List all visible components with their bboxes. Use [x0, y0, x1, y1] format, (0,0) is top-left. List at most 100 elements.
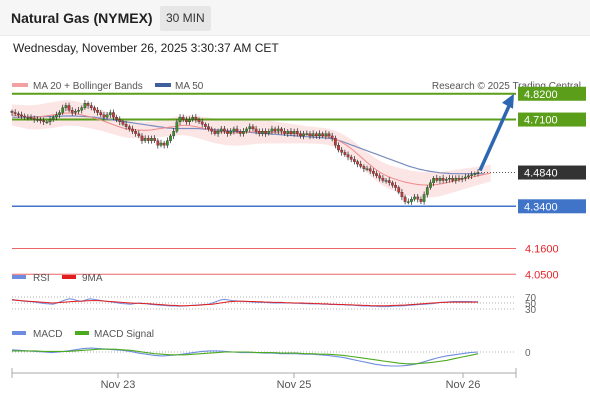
candle-body — [58, 112, 61, 116]
bollinger-band — [12, 100, 491, 198]
candle-body — [172, 131, 176, 137]
candle-body — [26, 117, 30, 119]
macd-panel: 0 — [11, 347, 531, 367]
candle-body — [194, 117, 198, 120]
candle-body — [45, 121, 49, 124]
candle-body — [36, 119, 39, 121]
candle-body — [115, 117, 118, 120]
candle-body — [55, 114, 58, 118]
candle-body — [333, 138, 337, 146]
candle-body — [118, 119, 122, 123]
candle-body — [165, 140, 169, 146]
candle-body — [264, 131, 267, 134]
level-label-1: 4.7100 — [524, 115, 558, 127]
candle-body — [314, 133, 318, 137]
candle-body — [330, 135, 334, 139]
candle-body — [210, 128, 214, 132]
candle-body — [289, 131, 293, 134]
candle-body — [74, 111, 77, 113]
candle-body — [146, 138, 150, 141]
candle-body — [476, 172, 480, 174]
candle-body — [238, 131, 242, 134]
candle-body — [185, 119, 188, 123]
candle-body — [229, 131, 233, 134]
level-label-0: 4.8200 — [524, 89, 558, 101]
candle-body — [324, 133, 328, 137]
rsi-level-label: 30 — [525, 305, 537, 316]
candle-body — [292, 131, 296, 134]
candle-body — [400, 192, 404, 198]
ma20-line — [11, 112, 491, 186]
timeframe-button[interactable]: 30 MIN — [160, 6, 211, 31]
level-tag-1 — [518, 112, 586, 127]
candle-body — [13, 112, 17, 114]
candle-body — [254, 128, 258, 132]
candle-body — [444, 179, 448, 181]
candle-body — [169, 135, 172, 141]
rsi-ma-line — [11, 299, 478, 307]
candle-body — [226, 131, 229, 134]
datetime-label: Wednesday, November 26, 2025 3:30:37 AM … — [13, 41, 279, 55]
candle-body — [353, 159, 356, 162]
candle-body — [375, 173, 378, 176]
candle-body — [140, 135, 144, 141]
rsi-level-label: 50 — [525, 299, 537, 310]
current-price-tag — [518, 165, 586, 180]
candle-body — [381, 178, 385, 181]
candle-body — [267, 131, 271, 134]
candle-body — [365, 168, 369, 170]
candle-body — [276, 128, 280, 132]
candle-body — [359, 163, 363, 167]
candle-body — [242, 131, 245, 134]
candle-body — [39, 119, 42, 121]
candle-body — [131, 128, 134, 132]
candle-body — [435, 178, 439, 181]
candle-body — [283, 131, 286, 134]
candle-body — [273, 128, 277, 132]
candle-body — [29, 117, 33, 119]
candle-body — [121, 121, 125, 125]
candle-body — [96, 110, 99, 113]
candle-body — [397, 187, 401, 193]
forecast-arrowhead — [502, 93, 514, 109]
candle-body — [10, 111, 14, 113]
candle-body — [270, 128, 274, 132]
candle-body — [150, 138, 153, 141]
candle-body — [89, 105, 93, 108]
candle-body — [137, 133, 141, 137]
candle-body — [105, 114, 109, 118]
candle-body — [16, 113, 20, 116]
x-axis: Nov 23 Nov 25 Nov 26 — [11, 368, 517, 391]
level-tag-3 — [518, 199, 586, 214]
x-tick-label: Nov 23 — [101, 379, 136, 391]
candle-body — [346, 154, 350, 158]
candle-body — [337, 145, 340, 151]
main-panel: 4.8200 4.7100 4.4840 4.3400 4.1600 4.0500 — [10, 86, 586, 281]
candle-body — [441, 178, 445, 181]
candle-body — [162, 142, 166, 146]
candle-body — [457, 178, 461, 180]
ma50-legend-swatch — [155, 83, 171, 87]
candle-body — [454, 178, 458, 181]
ma20-legend-label: MA 20 + Bollinger Bands — [33, 81, 143, 92]
candle-body — [343, 152, 347, 155]
copyright-label: Research © 2025 Trading Central — [432, 81, 581, 92]
candle-body — [32, 118, 36, 120]
candle-body — [406, 201, 410, 203]
candle-body — [362, 166, 366, 169]
macd-legend-swatch — [12, 331, 26, 335]
rsi-ma-legend-label: 9MA — [82, 273, 103, 284]
candle-body — [422, 194, 426, 202]
current-price-label: 4.4840 — [524, 168, 558, 180]
candle-body — [463, 176, 467, 179]
candle-body — [93, 107, 96, 111]
candle-body — [134, 131, 137, 134]
candle-body — [419, 199, 423, 202]
candle-body — [378, 175, 382, 179]
candle-body — [156, 140, 160, 146]
candle-body — [308, 133, 312, 137]
candle-body — [327, 133, 331, 137]
candle-body — [143, 138, 147, 141]
candle-body — [48, 119, 52, 123]
candle-body — [86, 102, 90, 106]
